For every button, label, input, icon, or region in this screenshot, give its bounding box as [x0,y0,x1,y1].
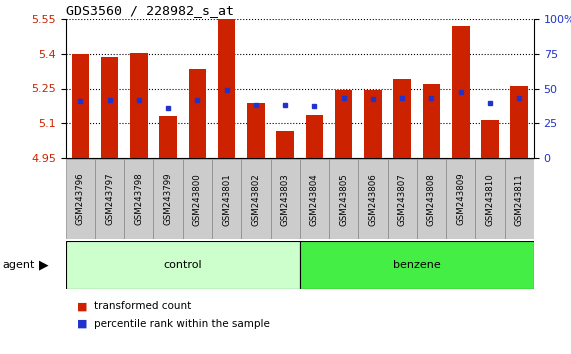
Bar [271,159,300,239]
Text: GSM243810: GSM243810 [485,173,494,225]
Bar [130,53,147,158]
Bar [300,159,329,239]
Text: benzene: benzene [393,259,441,270]
Text: GSM243796: GSM243796 [76,173,85,225]
Text: GSM243805: GSM243805 [339,173,348,225]
Text: GSM243809: GSM243809 [456,173,465,225]
Bar [417,159,446,239]
Bar [300,241,534,289]
Bar [154,159,183,239]
Bar [100,57,118,158]
Bar [364,90,381,158]
Text: GSM243807: GSM243807 [397,173,407,225]
Text: GSM243798: GSM243798 [134,173,143,225]
Text: GSM243808: GSM243808 [427,173,436,225]
Text: GDS3560 / 228982_s_at: GDS3560 / 228982_s_at [66,4,234,17]
Bar [247,103,265,158]
Text: ■: ■ [77,301,87,311]
Bar [510,86,528,158]
Text: GSM243801: GSM243801 [222,173,231,225]
Bar [475,159,505,239]
Bar [329,159,359,239]
Text: GSM243806: GSM243806 [368,173,377,225]
Text: GSM243797: GSM243797 [105,173,114,225]
Bar [159,116,177,158]
Text: agent: agent [3,259,35,270]
Bar [423,84,440,158]
Bar [66,241,300,289]
Bar [66,159,95,239]
Bar [218,17,235,158]
Text: GSM243804: GSM243804 [310,173,319,225]
Bar [335,90,352,158]
Text: GSM243800: GSM243800 [193,173,202,225]
Bar [212,159,241,239]
Bar [452,27,469,158]
Text: GSM243799: GSM243799 [163,173,172,225]
Bar [505,159,534,239]
Text: ▶: ▶ [39,258,49,271]
Text: percentile rank within the sample: percentile rank within the sample [94,319,270,329]
Bar [71,54,89,158]
Bar [95,159,124,239]
Bar [359,159,388,239]
Bar [124,159,154,239]
Text: GSM243802: GSM243802 [251,173,260,225]
Bar [388,159,417,239]
Bar [305,115,323,158]
Bar [241,159,271,239]
Bar [276,131,294,158]
Bar [446,159,475,239]
Bar [481,120,499,158]
Text: GSM243811: GSM243811 [514,173,524,225]
Text: GSM243803: GSM243803 [280,173,289,225]
Bar [183,159,212,239]
Bar [188,69,206,158]
Text: control: control [163,259,202,270]
Text: ■: ■ [77,319,87,329]
Bar [393,79,411,158]
Text: transformed count: transformed count [94,301,191,311]
